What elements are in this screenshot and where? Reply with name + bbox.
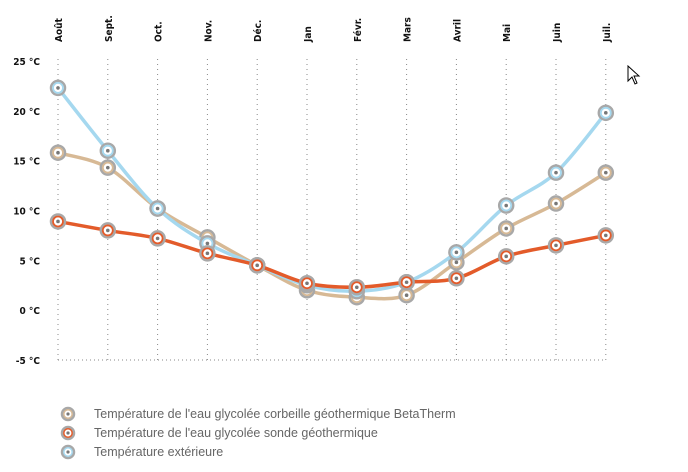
- y-tick-label: 10 °C: [13, 207, 40, 218]
- legend: Température de l'eau glycolée corbeille …: [60, 404, 456, 461]
- data-point: [597, 104, 615, 122]
- x-tick-label: Août: [53, 17, 65, 42]
- legend-label: Température extérieure: [94, 444, 224, 459]
- x-tick-label: Avril: [452, 19, 463, 42]
- x-tick-label: Mars: [403, 17, 414, 42]
- series-line: [56, 150, 608, 301]
- mouse-cursor-icon: [627, 65, 641, 85]
- data-point: [547, 237, 565, 254]
- x-tick-label: Jan: [303, 26, 314, 43]
- x-tick-label: Sept.: [104, 15, 115, 42]
- marker-icon: [60, 425, 76, 440]
- line-chart: Août Sept. Oct. Nov. Déc. Jan Févr. Mars Avril Ma…: [13, 15, 615, 367]
- data-point: [49, 213, 67, 230]
- x-tick-label: Nov.: [203, 20, 214, 42]
- marker-icon: [60, 444, 76, 459]
- series-line: [56, 86, 608, 294]
- data-point: [199, 245, 216, 262]
- data-point: [597, 227, 615, 244]
- data-point: [448, 270, 465, 287]
- data-point: [597, 164, 615, 181]
- marker-icon: [60, 406, 76, 421]
- y-tick-label: -5 °C: [16, 356, 41, 367]
- data-point: [497, 248, 515, 265]
- data-point: [547, 195, 565, 212]
- data-point: [497, 220, 515, 237]
- data-point: [99, 222, 117, 239]
- data-point: [149, 230, 166, 247]
- data-point: [547, 164, 565, 181]
- data-point: [248, 257, 266, 274]
- x-tick-label: Févr.: [352, 18, 364, 42]
- data-point: [348, 278, 366, 296]
- legend-item-sonde: Température de l'eau glycolée sonde géot…: [60, 423, 456, 442]
- y-tick-label: 5 °C: [20, 256, 41, 267]
- data-point: [398, 274, 415, 291]
- data-point: [298, 275, 316, 292]
- y-tick-label: 20 °C: [13, 107, 40, 118]
- legend-label: Température de l'eau glycolée sonde géot…: [94, 425, 378, 440]
- legend-item-exterieure: Température extérieure: [60, 442, 456, 461]
- series-line: [56, 219, 608, 290]
- data-point: [49, 79, 67, 97]
- x-tick-label: Mai: [502, 24, 513, 42]
- x-tick-label: Oct.: [154, 21, 165, 42]
- y-tick-label: 0 °C: [20, 306, 41, 317]
- y-tick-label: 15 °C: [13, 157, 40, 168]
- data-point: [149, 200, 166, 217]
- x-tick-label: Juin: [552, 23, 563, 43]
- legend-label: Température de l'eau glycolée corbeille …: [94, 406, 456, 421]
- data-point: [497, 197, 515, 214]
- data-point: [448, 244, 465, 261]
- data-point: [99, 142, 117, 159]
- data-point: [49, 144, 67, 161]
- x-tick-label: Juil.: [602, 23, 613, 43]
- y-tick-label: 25 °C: [13, 57, 40, 68]
- data-point: [99, 159, 117, 176]
- x-tick-label: Déc.: [252, 20, 264, 42]
- legend-item-betatherm: Température de l'eau glycolée corbeille …: [60, 404, 456, 423]
